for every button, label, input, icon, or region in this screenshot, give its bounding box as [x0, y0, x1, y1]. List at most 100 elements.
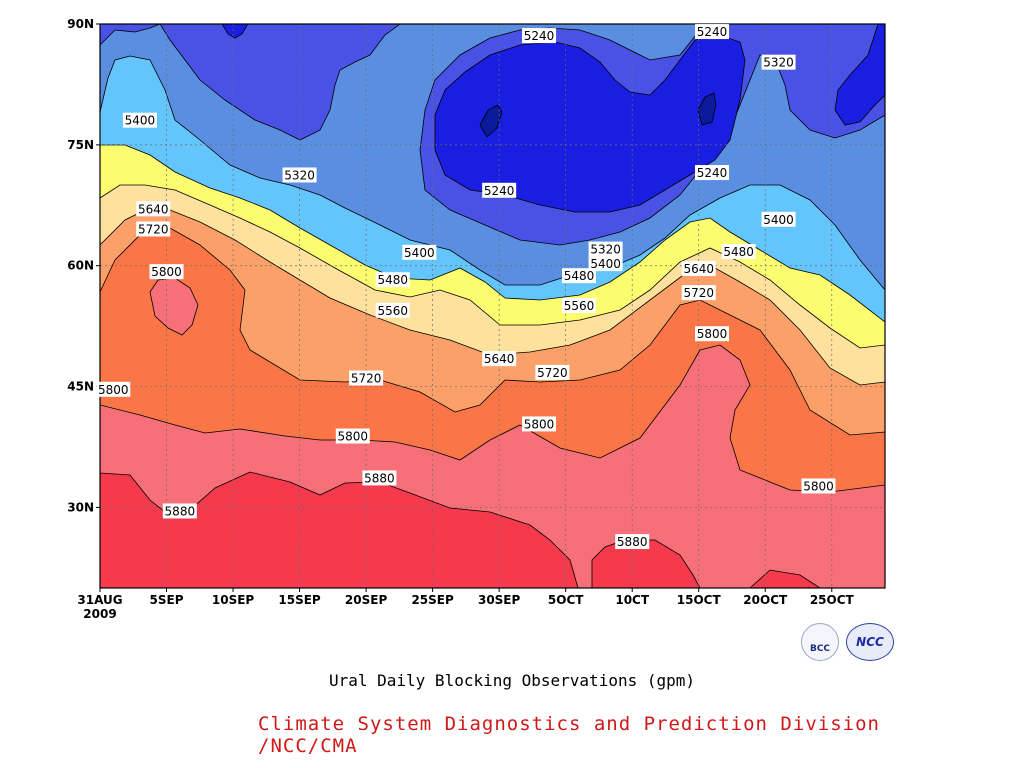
chart-title: Ural Daily Blocking Observations (gpm) — [328, 671, 696, 690]
contour-label-text: 5400 — [125, 114, 156, 128]
contour-label-text: 5320 — [590, 243, 621, 257]
contour-label-text: 5880 — [165, 504, 196, 518]
contour-label-bg — [362, 470, 397, 486]
contour-label-text: 5480 — [723, 245, 754, 259]
plot-frame — [99, 23, 886, 589]
contour-label: 5800 — [335, 428, 370, 444]
contour-label-bg — [149, 264, 184, 280]
contour-label-text: 5800 — [338, 430, 369, 444]
contour-label-text: 5720 — [537, 366, 568, 380]
contour-label: 5720 — [136, 221, 171, 237]
contour-label: 5640 — [136, 201, 171, 217]
contour-label-bg — [122, 112, 157, 128]
contour-label-text: 5480 — [377, 273, 408, 287]
contour-label-bg — [801, 478, 836, 494]
contour-label-text: 5240 — [524, 29, 555, 43]
contour-label-text: 5800 — [98, 383, 129, 397]
contour-label: 5640 — [482, 351, 517, 367]
contour-label: 5720 — [349, 370, 384, 386]
contour-label-text: 5400 — [590, 257, 621, 271]
contour-label-text: 5800 — [151, 265, 182, 279]
contour-label-text: 5800 — [803, 479, 834, 493]
y-tick-label: 30N — [67, 500, 94, 514]
y-tick-label: 90N — [67, 17, 94, 31]
contour-label-text: 5800 — [524, 417, 555, 431]
contour-label: 5560 — [375, 302, 410, 318]
band-5320-west — [159, 24, 401, 141]
contour-label: 5240 — [522, 28, 557, 44]
contour-label-text: 5640 — [138, 202, 169, 216]
contour-label-text: 5640 — [683, 262, 714, 276]
x-tick-label-year: 2009 — [83, 607, 116, 621]
x-tick-label: 30SEP — [478, 593, 521, 607]
contour-label: 5320 — [588, 241, 623, 257]
contour-label-bg — [535, 364, 570, 380]
contour-label: 5640 — [681, 260, 716, 276]
contour-label: 5880 — [162, 503, 197, 519]
contour-label-bg — [136, 201, 171, 217]
ncc-logo: NCC — [846, 623, 894, 661]
contour-label: 5560 — [561, 298, 596, 313]
contour-label: 5800 — [96, 381, 131, 397]
contour-label-text: 5480 — [564, 269, 595, 283]
x-tick-label: 25SEP — [411, 593, 454, 607]
band-5240-northwest — [221, 24, 249, 39]
contour-label-bg — [282, 167, 317, 183]
contour-label-text: 5880 — [364, 471, 395, 485]
contour-label: 5720 — [681, 285, 716, 301]
contour-label-bg — [335, 428, 370, 444]
y-tick-label: 45N — [67, 380, 94, 394]
contour-label-bg — [681, 260, 716, 276]
contour-label-text: 5320 — [763, 56, 794, 70]
contour-label-text: 5320 — [284, 168, 315, 182]
contour-label: 5320 — [761, 54, 796, 70]
contour-label: 5800 — [149, 264, 184, 280]
x-tick-label: 15OCT — [677, 593, 722, 607]
band-below-5240-a — [479, 104, 503, 138]
contour-label: 5400 — [761, 211, 796, 227]
x-tick-label: 25OCT — [810, 593, 855, 607]
contour-label-text: 5400 — [404, 246, 435, 260]
contour-label: 5240 — [482, 182, 517, 198]
contour-label-bg — [695, 24, 730, 40]
contour-label: 5400 — [402, 244, 437, 260]
x-tick-label: 15SEP — [278, 593, 321, 607]
contour-label-text: 5560 — [564, 299, 595, 313]
contour-label-bg — [162, 503, 197, 519]
contour-label-bg — [761, 54, 796, 70]
band-5240-east — [834, 24, 885, 126]
contour-label-bg — [561, 298, 596, 313]
contour-label-bg — [482, 182, 517, 198]
contour-label-bg — [96, 381, 131, 397]
y-tick-label: 75N — [67, 138, 94, 152]
contour-label-text: 5880 — [617, 535, 648, 549]
contour-label-bg — [721, 244, 756, 260]
contour-label: 5320 — [282, 167, 317, 183]
contour-label: 5400 — [588, 256, 623, 272]
contour-label-bg — [522, 28, 557, 44]
contour-label-bg — [588, 241, 623, 257]
bcc-logo: BCC — [801, 623, 839, 661]
x-tick-label: 20SEP — [345, 593, 388, 607]
contour-label-bg — [402, 244, 437, 260]
contour-label-bg — [561, 268, 596, 284]
contour-label: 5480 — [721, 244, 756, 260]
contour-label: 5720 — [535, 364, 570, 380]
contour-labels: 5240 524053205400532052405240564057205400… — [96, 24, 836, 550]
contour-label: 5880 — [615, 534, 650, 550]
contour-label: 5800 — [522, 416, 557, 432]
x-tick-label: 10SEP — [212, 593, 255, 607]
contour-label-bg — [588, 256, 623, 272]
contour-label-text: 5720 — [683, 286, 714, 300]
y-tick-label: 60N — [67, 259, 94, 273]
contour-label-bg — [761, 211, 796, 227]
contour-label: 5480 — [375, 272, 410, 288]
contour-label-bg — [349, 370, 384, 386]
contour-label-bg — [695, 165, 730, 181]
contour-label: 5240 — [695, 24, 730, 40]
contour-label-text: 5240 — [697, 166, 728, 180]
grid-lines — [100, 24, 885, 588]
contour-label-bg — [522, 416, 557, 432]
